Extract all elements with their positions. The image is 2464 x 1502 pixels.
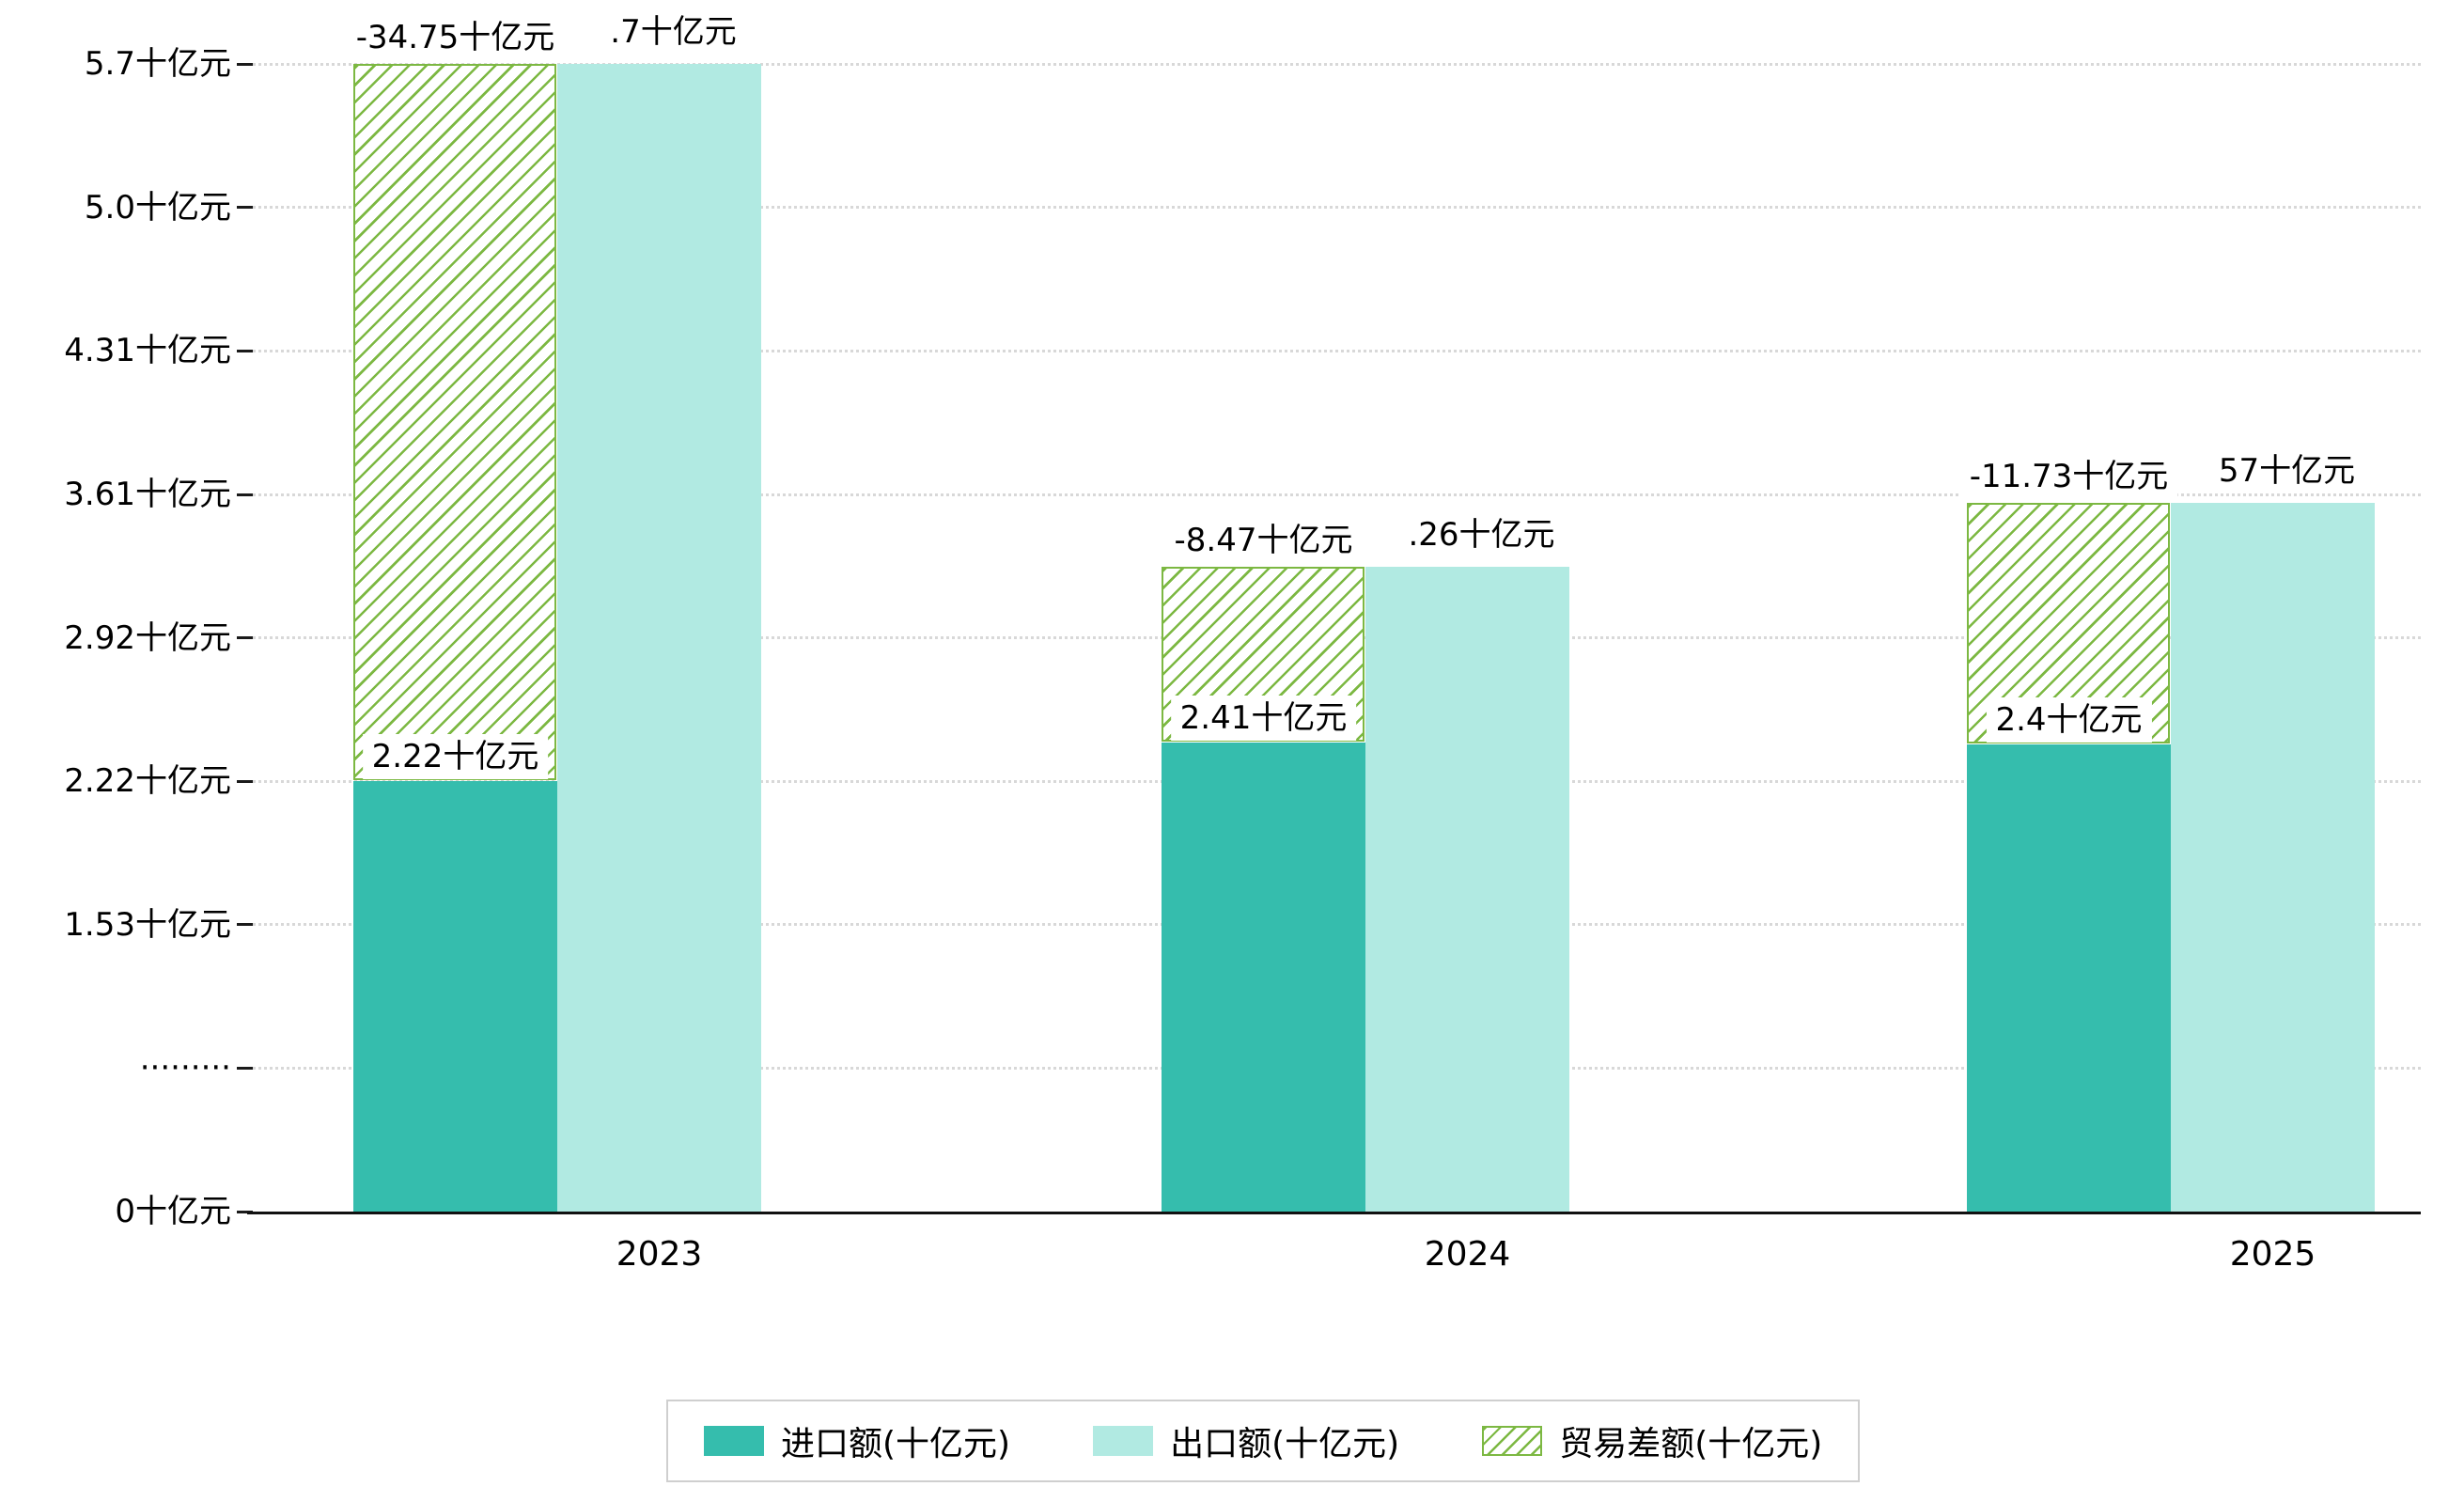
- y-tick-mark: [237, 1066, 253, 1070]
- y-tick-label: ·········: [139, 1049, 231, 1087]
- y-tick-mark: [237, 779, 253, 783]
- trade-balance-value-label: -8.47十亿元: [1164, 518, 1363, 564]
- y-tick-label: 2.22十亿元: [64, 762, 231, 801]
- legend-item-export: 出口额(十亿元): [1093, 1416, 1399, 1465]
- import-bar: [1162, 742, 1365, 1212]
- legend-label-export: 出口额(十亿元): [1170, 1425, 1400, 1463]
- y-tick-mark: [237, 636, 253, 640]
- export-bar: [2171, 502, 2375, 1212]
- export-value-label: .26十亿元: [1398, 512, 1565, 558]
- trade-balance-value-label: -11.73十亿元: [1959, 453, 2178, 499]
- grid-line: [247, 206, 2421, 210]
- grid-line: [247, 493, 2421, 496]
- legend-item-import: 进口额(十亿元): [704, 1416, 1010, 1465]
- y-tick-label: 3.61十亿元: [64, 476, 231, 513]
- y-tick-label: 5.7十亿元: [84, 45, 231, 84]
- y-tick-label: 2.92十亿元: [64, 618, 231, 657]
- y-tick-mark: [237, 206, 253, 210]
- export-value-label: .7十亿元: [600, 9, 746, 55]
- grid-line: [247, 62, 2421, 66]
- x-axis-line: [247, 1212, 2421, 1214]
- import-value-label: 2.4十亿元: [1986, 696, 2152, 743]
- balance-swatch-hatch-icon: [1482, 1426, 1543, 1456]
- x-category-label: 2025: [2229, 1235, 2316, 1274]
- import-bar: [1967, 743, 2171, 1212]
- export-bar: [1365, 567, 1569, 1212]
- trade-balance-bar: [353, 64, 556, 781]
- y-tick-mark: [237, 62, 253, 66]
- y-tick-mark: [237, 349, 253, 352]
- x-category-label: 2024: [1424, 1235, 1511, 1274]
- legend-label-balance: 贸易差额(十亿元): [1559, 1425, 1823, 1463]
- y-tick-label: 0十亿元: [115, 1193, 231, 1230]
- legend-item-balance: 贸易差额(十亿元): [1482, 1416, 1822, 1465]
- legend: 进口额(十亿元) 出口额(十亿元) 贸易差额(十亿元): [666, 1400, 1861, 1482]
- import-swatch: [704, 1426, 764, 1456]
- x-category-label: 2023: [616, 1235, 703, 1274]
- y-tick-mark: [237, 923, 253, 927]
- y-tick-mark: [237, 493, 253, 496]
- export-swatch: [1093, 1426, 1154, 1456]
- y-tick-label: 5.0十亿元: [84, 188, 231, 227]
- legend-label-import: 进口额(十亿元): [781, 1425, 1011, 1463]
- y-tick-label: 4.31十亿元: [64, 332, 231, 370]
- import-bar: [353, 781, 557, 1212]
- y-tick-label: 1.53十亿元: [64, 905, 231, 944]
- y-tick-mark: [237, 1210, 253, 1213]
- import-value-label: 2.22十亿元: [362, 734, 549, 780]
- import-value-label: 2.41十亿元: [1170, 695, 1357, 741]
- grid-line: [247, 349, 2421, 352]
- trade-balance-value-label: -34.75十亿元: [346, 15, 565, 61]
- export-value-label: 57十亿元: [2208, 447, 2365, 493]
- export-bar: [557, 64, 761, 1212]
